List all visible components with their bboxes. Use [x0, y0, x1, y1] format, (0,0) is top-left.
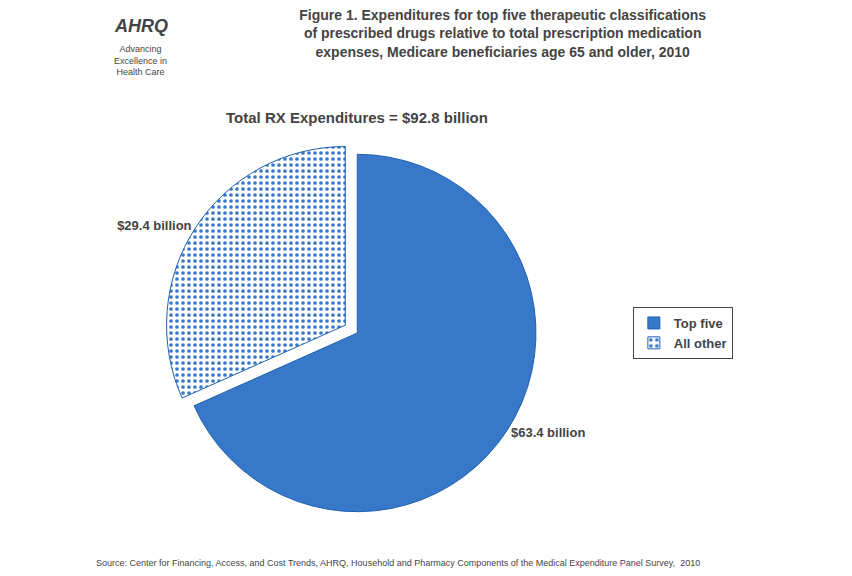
svg-text:AdvancingExcellence inHealth C: AdvancingExcellence inHealth Care [114, 44, 167, 77]
svg-text:All other: All other [674, 336, 727, 351]
svg-text:Top five: Top five [674, 316, 723, 331]
svg-text:$29.4 billion: $29.4 billion [117, 218, 191, 233]
svg-text:Source: Center for Financing,: Source: Center for Financing, Access, an… [96, 558, 700, 568]
svg-text:Total RX Expenditures = $92.8: Total RX Expenditures = $92.8 billion [226, 109, 488, 126]
svg-text:AHRQ: AHRQ [114, 16, 168, 36]
svg-text:Figure 1. Expenditures for top: Figure 1. Expenditures for top five ther… [299, 7, 706, 59]
svg-text:$63.4 billion: $63.4 billion [511, 425, 585, 440]
